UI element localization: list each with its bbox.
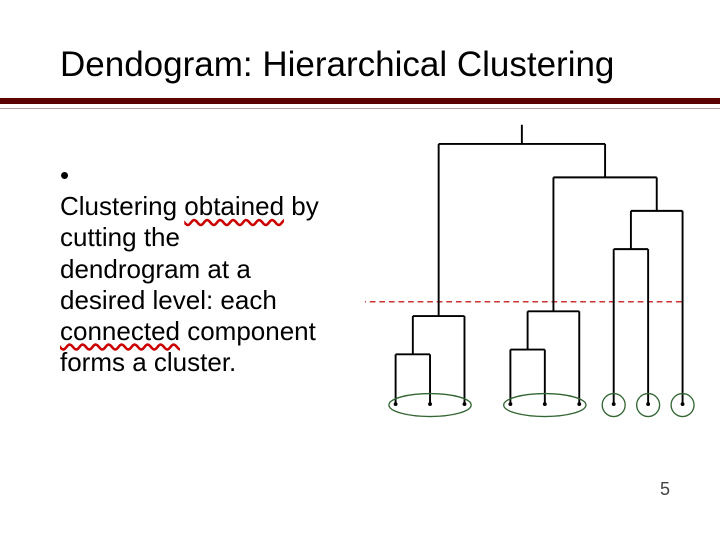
- title-rule-thin: [0, 108, 720, 109]
- bullet-text: Clustering obtained by cutting the dendr…: [60, 191, 325, 378]
- dendrogram-diagram: [365, 120, 695, 450]
- page-title: Dendogram: Hierarchical Clustering: [60, 45, 614, 85]
- bullet-marker: •: [60, 160, 78, 191]
- slide: Dendogram: Hierarchical Clustering • Clu…: [0, 0, 720, 540]
- page-number: 5: [660, 479, 670, 500]
- bullet-word-connected: connected: [60, 316, 180, 346]
- dendrogram-svg: [365, 120, 695, 450]
- bullet-word-obtained: obtained: [184, 191, 284, 221]
- title-rule-main: [0, 98, 720, 104]
- bullet-block: • Clustering obtained by cutting the den…: [60, 160, 350, 378]
- bullet-pre: Clustering: [60, 191, 184, 221]
